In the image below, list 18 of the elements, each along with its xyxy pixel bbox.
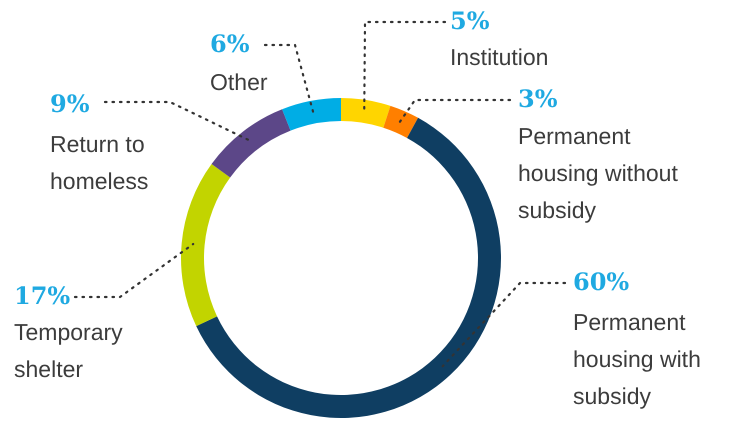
data-label: 9%	[50, 89, 90, 118]
slice-label: Return to homeless	[50, 131, 148, 194]
slice-label: Permanent housing with subsidy	[573, 309, 701, 409]
slice-label: Other	[210, 69, 268, 95]
donut-slice	[196, 118, 501, 418]
donut-slice	[282, 98, 341, 131]
donut-slice	[181, 164, 230, 326]
donut-slice	[341, 98, 390, 128]
slice-label: Institution	[450, 44, 548, 70]
slice-label: Temporary shelter	[14, 319, 124, 382]
slice-label: Permanent housing without subsidy	[518, 123, 678, 223]
data-label: 3%	[518, 84, 558, 113]
data-label: 6%	[210, 29, 250, 58]
data-label: 60%	[573, 267, 630, 296]
data-label: 17%	[14, 281, 70, 310]
data-label: 5%	[450, 6, 490, 35]
donut-slice	[383, 106, 418, 138]
donut-slice	[212, 109, 291, 178]
